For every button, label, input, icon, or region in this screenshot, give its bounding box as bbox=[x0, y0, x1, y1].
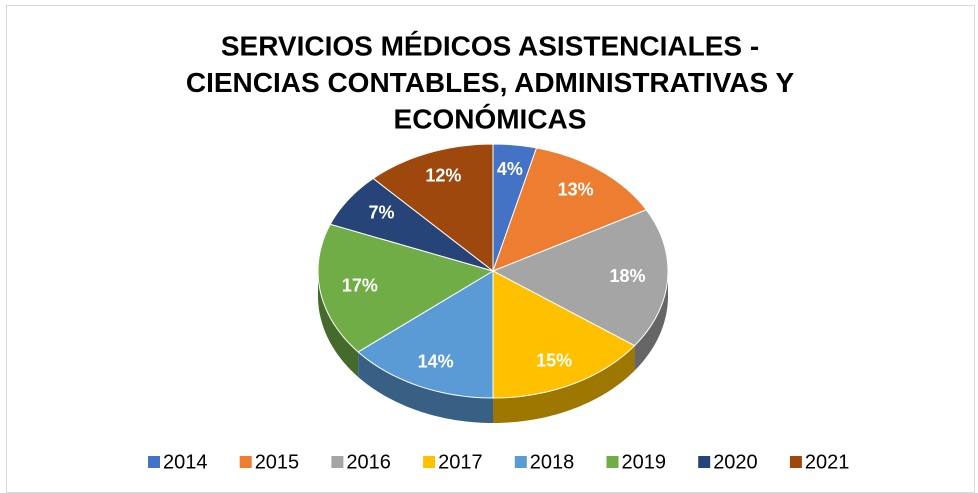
legend-label: 2017 bbox=[438, 451, 483, 473]
slice-side bbox=[493, 345, 635, 423]
slice-side bbox=[358, 351, 493, 423]
legend-label: 2019 bbox=[622, 451, 667, 473]
slice bbox=[317, 223, 495, 353]
slice bbox=[492, 147, 648, 272]
legend-swatch bbox=[423, 456, 436, 468]
legend-label: 2015 bbox=[255, 451, 300, 473]
slice-side bbox=[634, 271, 668, 371]
legend-swatch bbox=[331, 456, 344, 468]
legend-swatch bbox=[606, 456, 619, 468]
legend-label: 2016 bbox=[346, 451, 391, 473]
chart-title: ECONÓMICAS bbox=[394, 103, 587, 134]
legend-label: 2018 bbox=[530, 451, 575, 473]
data-label: 12% bbox=[425, 165, 461, 185]
legend-swatch bbox=[514, 456, 527, 468]
legend-label: 2020 bbox=[713, 451, 758, 473]
legend-swatch bbox=[148, 456, 160, 468]
chart-title: CIENCIAS CONTABLES, ADMINISTRATIVAS Y bbox=[186, 67, 795, 98]
data-label: 17% bbox=[342, 276, 378, 296]
legend-swatch bbox=[239, 456, 252, 468]
data-label: 18% bbox=[609, 266, 645, 286]
data-label: 13% bbox=[558, 179, 594, 199]
data-label: 7% bbox=[369, 203, 395, 223]
slice bbox=[491, 209, 669, 347]
slice bbox=[492, 270, 636, 399]
legend-label: 2014 bbox=[163, 451, 208, 473]
chart-title: SERVICIOS MÉDICOS ASISTENCIALES - bbox=[221, 30, 759, 61]
slice bbox=[357, 270, 494, 399]
data-label: 4% bbox=[497, 159, 523, 179]
data-label: 14% bbox=[418, 352, 454, 372]
data-label: 15% bbox=[536, 350, 572, 370]
slice bbox=[372, 143, 494, 273]
legend-swatch bbox=[698, 456, 711, 468]
legend-swatch bbox=[789, 456, 802, 468]
legend-label: 2021 bbox=[805, 451, 850, 473]
slice bbox=[329, 177, 494, 272]
slice-side bbox=[318, 271, 359, 377]
